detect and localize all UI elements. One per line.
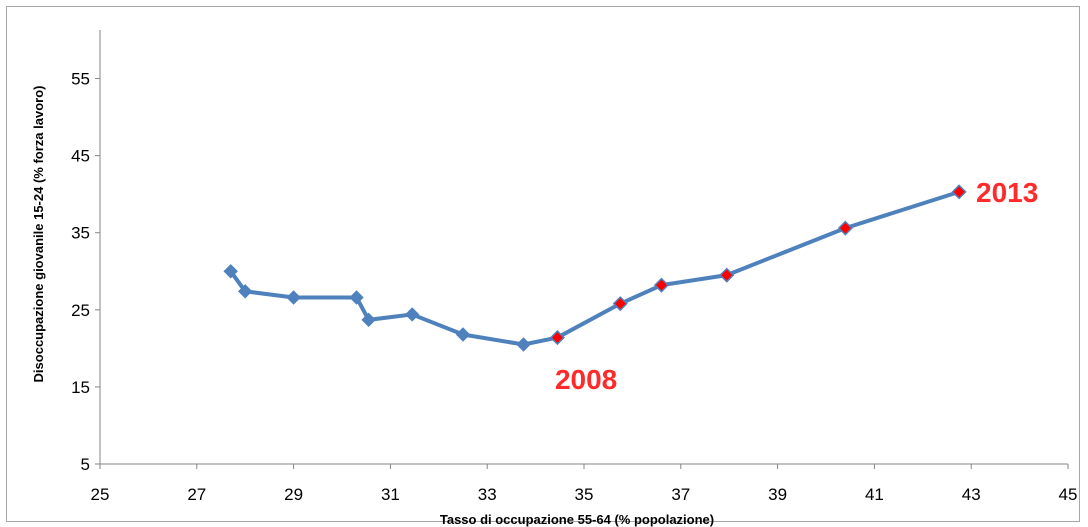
x-tick-label: 27 xyxy=(187,485,206,504)
x-tick-label: 31 xyxy=(381,485,400,504)
data-point-highlighted xyxy=(549,330,565,346)
x-axis-title: Tasso di occupazione 55-64 (% popolazion… xyxy=(440,512,714,527)
data-point xyxy=(516,337,531,352)
series-layer xyxy=(223,184,967,352)
y-tick-label: 35 xyxy=(71,224,90,243)
x-tick-label: 33 xyxy=(478,485,497,504)
x-axis: 25 27 29 31 33 35 37 39 41 43 45 xyxy=(91,463,1078,504)
x-tick-label: 43 xyxy=(962,485,981,504)
x-tick-label: 29 xyxy=(284,485,303,504)
data-point xyxy=(237,284,253,299)
x-tick-label: 45 xyxy=(1059,485,1078,504)
x-tick-label: 41 xyxy=(865,485,884,504)
x-tick-label: 25 xyxy=(91,485,110,504)
y-tick-label: 45 xyxy=(71,147,90,166)
data-point-highlighted xyxy=(653,277,670,293)
x-tick-label: 39 xyxy=(768,485,787,504)
x-tick-label: 35 xyxy=(575,485,594,504)
series-line xyxy=(228,189,962,347)
y-tick-label: 5 xyxy=(81,455,90,474)
data-point-highlighted xyxy=(612,296,628,312)
y-axis: 5 15 25 35 45 55 xyxy=(71,30,101,474)
x-tick-label: 37 xyxy=(671,485,690,504)
data-point xyxy=(404,307,420,322)
annotation-layer: 2008 2013 xyxy=(555,177,1038,395)
y-tick-label: 15 xyxy=(71,378,90,397)
chart-frame xyxy=(6,6,1080,522)
data-point xyxy=(223,264,238,279)
year-annotation: 2008 xyxy=(555,364,617,395)
data-point-highlighted xyxy=(837,220,853,236)
data-point xyxy=(286,290,301,305)
data-point-highlighted xyxy=(951,184,967,200)
y-tick-label: 55 xyxy=(71,70,90,89)
data-point xyxy=(361,312,376,328)
data-point xyxy=(455,327,471,342)
year-annotation: 2013 xyxy=(976,177,1038,208)
data-point xyxy=(349,290,364,305)
data-point-highlighted xyxy=(719,267,735,283)
y-axis-title: Disoccupazione giovanile 15-24 (% forza … xyxy=(31,86,46,383)
y-tick-label: 25 xyxy=(71,301,90,320)
